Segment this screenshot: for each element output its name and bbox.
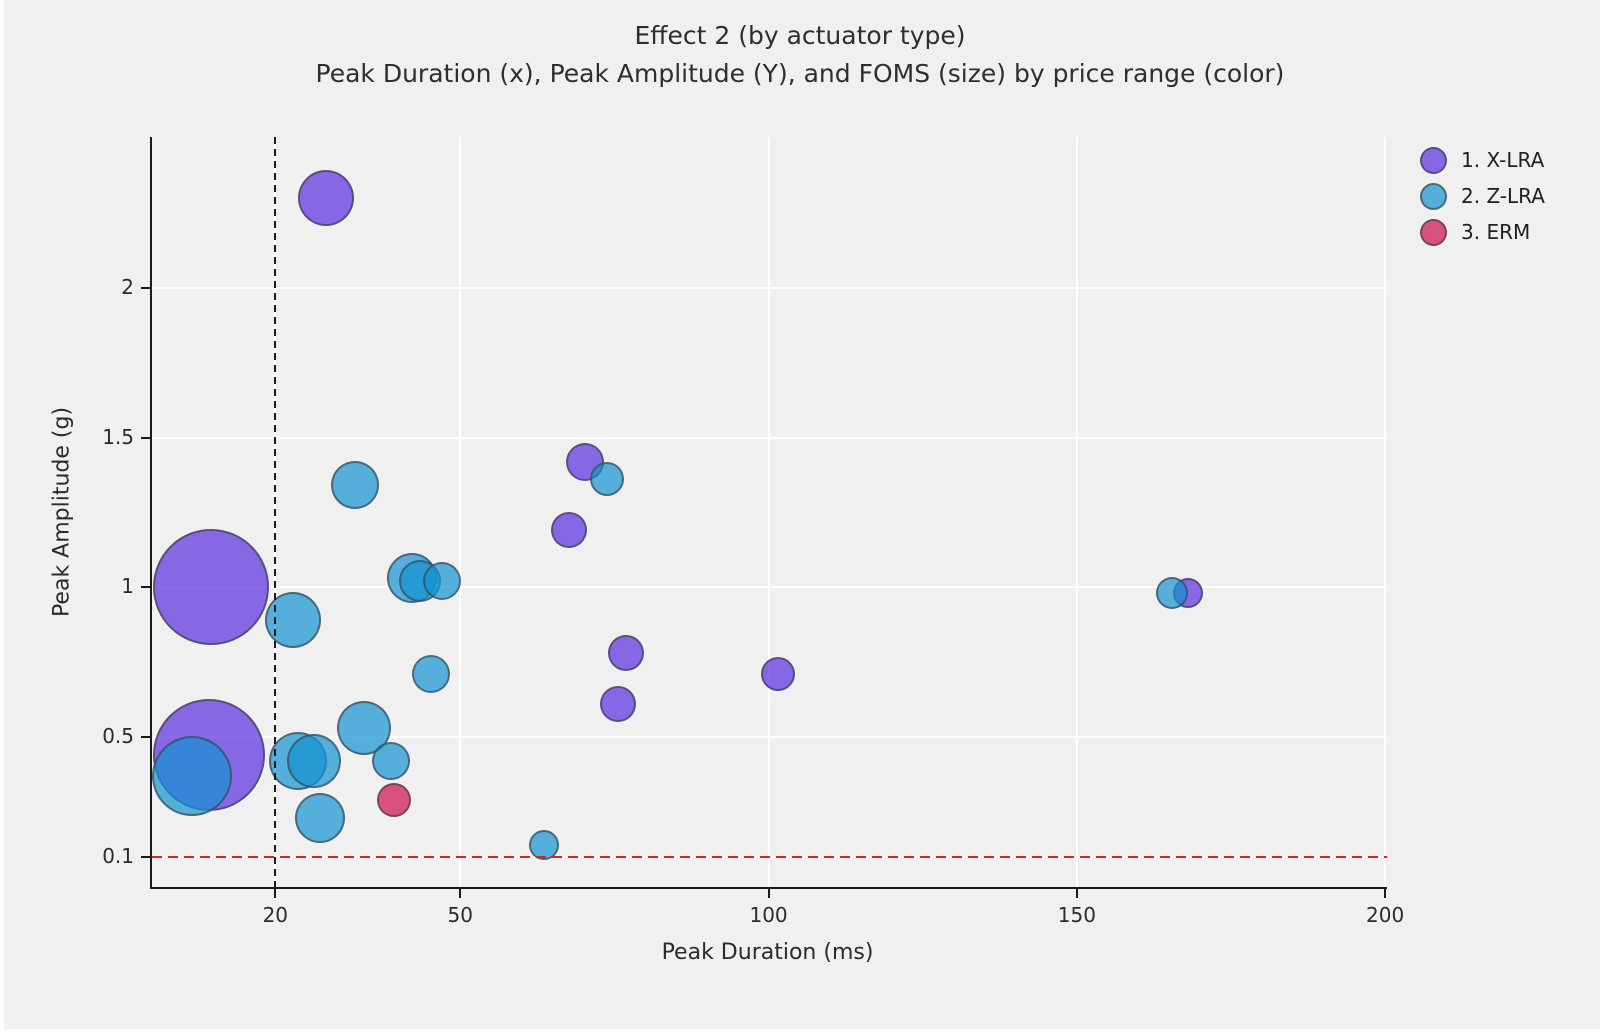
horizontal-dashed-refline [152, 856, 1387, 859]
x-tick-label: 100 [749, 903, 788, 927]
y-tick-label: 0.1 [102, 844, 134, 869]
y-tick-label: 1.5 [102, 424, 134, 449]
y-tick [141, 856, 150, 859]
y-axis-label: Peak Amplitude (g) [49, 406, 75, 618]
bubble-z-lra[interactable] [1155, 577, 1188, 610]
bubble-erm[interactable] [377, 783, 412, 818]
legend-item[interactable]: 3. ERM [1420, 218, 1545, 246]
bubble-x-lra[interactable] [607, 635, 644, 672]
legend-marker-icon [1420, 182, 1447, 210]
y-tick [141, 436, 150, 439]
y-tick-label: 0.5 [102, 724, 134, 749]
bubble-x-lra[interactable] [760, 657, 795, 692]
legend-marker-icon [1420, 146, 1447, 174]
vertical-dashed-refline [274, 137, 277, 887]
legend-marker-icon [1420, 218, 1447, 246]
x-tick-label: 20 [262, 903, 289, 927]
y-tick-label: 2 [121, 274, 134, 299]
bubble-x-lra[interactable] [298, 169, 355, 226]
y-tick [141, 736, 150, 739]
x-gridline [1075, 137, 1078, 887]
legend-label: 1. X-LRA [1461, 148, 1545, 172]
y-gridline [152, 736, 1387, 739]
bubble-z-lra[interactable] [337, 701, 392, 756]
legend-label: 3. ERM [1461, 220, 1531, 244]
y-tick [141, 286, 150, 289]
x-axis-label: Peak Duration (ms) [661, 940, 874, 965]
plot-area: 20 50 100 150 200 0.1 0.5 1 1.5 2 [102, 137, 1404, 927]
x-tick [274, 889, 277, 898]
window-edge-bottom [0, 1029, 1600, 1035]
window-edge-left [0, 0, 4, 1035]
x-tick-label: 150 [1057, 903, 1096, 927]
legend-item[interactable]: 1. X-LRA [1420, 146, 1545, 174]
chart-subtitle: Peak Duration (x), Peak Amplitude (Y), a… [315, 59, 1285, 88]
bubble-z-lra[interactable] [295, 793, 346, 844]
legend-label: 2. Z-LRA [1461, 184, 1545, 208]
x-gridline [1384, 137, 1387, 887]
bubble-z-lra[interactable] [411, 655, 450, 694]
chart-title: Effect 2 (by actuator type) [634, 21, 966, 50]
x-tick-label: 200 [1366, 903, 1405, 927]
x-tick [767, 889, 770, 898]
x-gridline [767, 137, 770, 887]
legend-item[interactable]: 2. Z-LRA [1420, 182, 1545, 210]
y-gridline [152, 286, 1387, 289]
x-tick [1075, 889, 1078, 898]
y-tick [141, 586, 150, 589]
bubble-z-lra[interactable] [152, 736, 233, 817]
bubble-x-lra[interactable] [550, 512, 587, 549]
bubble-x-lra[interactable] [152, 529, 269, 646]
bubble-z-lra[interactable] [590, 462, 625, 497]
x-tick-label: 50 [447, 903, 473, 927]
bubble-z-lra[interactable] [371, 742, 410, 781]
y-gridline [152, 436, 1387, 439]
x-tick [1384, 889, 1387, 898]
x-tick [459, 889, 462, 898]
bubble-z-lra[interactable] [264, 592, 321, 649]
x-gridline [459, 137, 462, 887]
y-tick-label: 1 [121, 574, 134, 599]
bubble-z-lra[interactable] [528, 830, 559, 861]
bubble-z-lra[interactable] [423, 562, 462, 601]
y-gridline [152, 586, 1387, 589]
bubble-z-lra[interactable] [287, 734, 342, 789]
legend: 1. X-LRA 2. Z-LRA 3. ERM [1420, 146, 1545, 254]
bubble-x-lra[interactable] [600, 686, 637, 723]
bubble-z-lra[interactable] [331, 461, 380, 510]
